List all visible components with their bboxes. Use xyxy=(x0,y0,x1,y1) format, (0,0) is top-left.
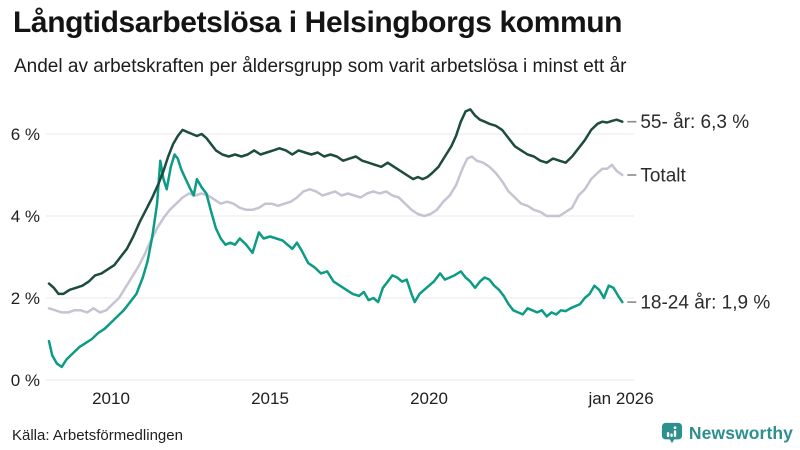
chart-series: Totalt 18-24 år: 1,9 % 55- år: 6,3 % xyxy=(47,108,770,369)
newsworthy-logo-icon xyxy=(661,422,683,444)
chart-axis-labels: 0 % 2 % 4 % 6 % 2010 2015 2020 jan 2026 xyxy=(11,125,654,408)
series-line-age-55-plus xyxy=(47,108,624,296)
series-end-label-age-55-plus: 55- år: 6,3 % xyxy=(640,112,749,133)
series-end-label-age-18-24: 18-24 år: 1,9 % xyxy=(640,293,770,314)
x-axis-tick-label: jan 2026 xyxy=(587,389,653,408)
x-axis-tick-label: 2015 xyxy=(251,389,289,408)
x-axis-tick-label: 2020 xyxy=(410,389,448,408)
branding: Newsworthy xyxy=(661,422,793,444)
page-title: Långtidsarbetslösa i Helsingborgs kommun xyxy=(13,6,623,39)
x-axis-tick-label: 2010 xyxy=(92,389,130,408)
series-end-label-total: Totalt xyxy=(640,166,686,187)
y-axis-tick-label: 0 % xyxy=(11,371,40,390)
y-axis-tick-label: 6 % xyxy=(11,125,40,144)
series-line-total xyxy=(47,155,624,314)
source-note: Källa: Arbetsförmedlingen xyxy=(12,427,183,444)
y-axis-tick-label: 4 % xyxy=(11,207,40,226)
chart-gridlines xyxy=(46,133,634,381)
y-axis-tick-label: 2 % xyxy=(11,289,40,308)
branding-wordmark: Newsworthy xyxy=(688,422,793,443)
series-line-age-18-24 xyxy=(47,153,624,369)
chart-subtitle: Andel av arbetskraften per åldersgrupp s… xyxy=(14,56,627,77)
